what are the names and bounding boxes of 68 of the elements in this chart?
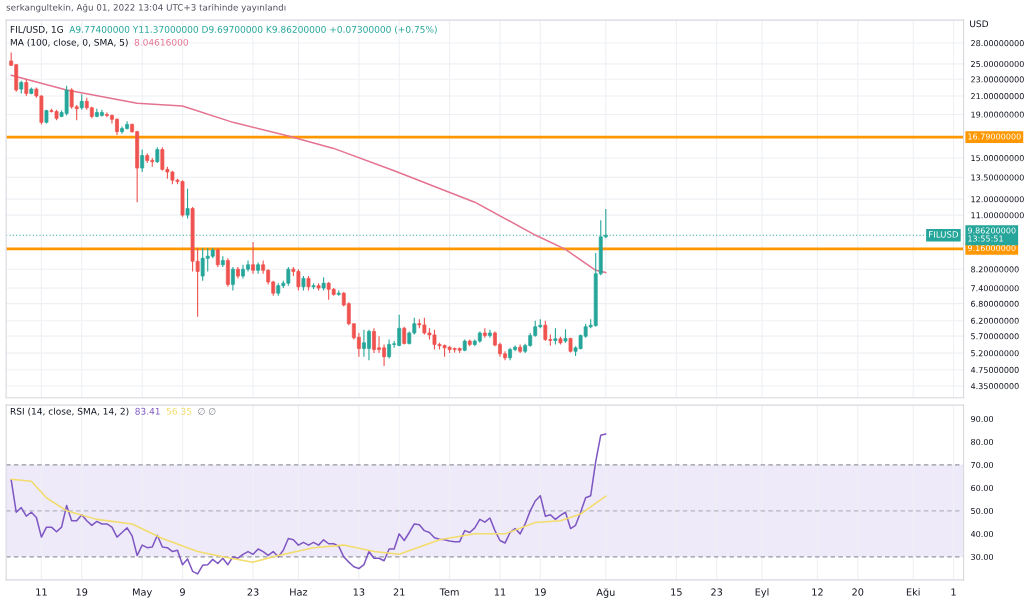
annotation: 8.04616000 [134, 38, 188, 46]
y-tick-label: 30.00 [971, 553, 994, 561]
x-tick-label: 15 [671, 588, 682, 596]
y-tick-label: 25.00000000 [971, 60, 1024, 68]
annotation: MA (100, close, 0, SMA, 5) [10, 38, 128, 47]
y-tick-label: 40.00 [970, 530, 994, 538]
x-tick-label: Haz [290, 588, 308, 596]
y-tick-label: 7.40000000 [971, 285, 1019, 292]
x-tick-label: 21 [393, 588, 405, 596]
y-tick-label: 6.20000000 [971, 317, 1019, 324]
x-tick-label: Tem [439, 588, 459, 596]
ref-line-label: 16.79000000 [968, 133, 1021, 140]
x-tick-label: 1 [951, 588, 956, 596]
y-tick-label: 80.00 [971, 438, 994, 446]
y-tick-label: 28.00000000 [971, 40, 1024, 47]
y-tick-label: 60.00 [971, 484, 994, 492]
annotation: 56.35 [166, 407, 192, 415]
x-tick-label: 20 [852, 588, 864, 596]
candlestick [387, 338, 392, 360]
ref-line-label: 9.86200000 13:55:51 [967, 227, 1016, 242]
candlestick [482, 327, 487, 339]
line-series [10, 433, 607, 575]
candlestick [225, 257, 230, 288]
candlestick [140, 149, 145, 173]
y-tick-label: 13.50000000 [971, 174, 1024, 181]
chart-title: RSI (14, close, SMA, 14, 2) [10, 407, 129, 416]
x-tick-label: Eyl [755, 588, 769, 598]
x-tick-label: Eki [906, 588, 920, 596]
y-tick-label: 50.00 [971, 507, 994, 515]
annotation: A9.77400000 Y11.37000000 D9.69700000 K9.86200000 +0.07300000 (+0.75%) [69, 25, 437, 34]
text: serkangultekin, Ağu 01, 2022 13:04 UTC+3 tarihinde yayınlandı [6, 3, 286, 13]
x-tick-label: Ağu [596, 588, 615, 598]
y-tick-label: 15.00000000 [971, 155, 1024, 162]
annotation: FILUSD [929, 231, 959, 238]
x-tick-label: 23 [247, 588, 259, 596]
y-tick-label: 19.00000000 [971, 111, 1024, 118]
y-tick-label: 12.00000000 [971, 196, 1024, 203]
x-tick-label: 19 [76, 588, 88, 596]
y-tick-label: 90.00 [971, 415, 994, 423]
y-tick-label: 4.35000000 [970, 383, 1019, 390]
x-tick-label: 19 [535, 588, 546, 596]
candlestick [185, 188, 190, 220]
y-tick-label: 70.00 [971, 461, 994, 469]
x-tick-label: 12 [812, 588, 823, 596]
y-tick-label: 6.80000000 [971, 300, 1019, 307]
y-tick-label: 23.00000000 [971, 76, 1024, 83]
x-tick-label: 13 [353, 588, 365, 596]
y-tick-label: 21.00000000 [971, 93, 1024, 100]
annotation: 83.41 [135, 407, 160, 415]
line-series [10, 74, 607, 274]
y-tick-label: 8.20000000 [971, 266, 1019, 273]
annotation: ∅ ∅ [198, 408, 216, 415]
candlestick [215, 247, 220, 268]
candlestick [251, 241, 255, 275]
y-tick-label: 4.75000000 [970, 366, 1019, 373]
ref-line-label: 9.16000000 [967, 245, 1016, 252]
text: FIL/USD, 1G [10, 25, 63, 34]
y-tick-label: 5.70000000 [971, 333, 1019, 340]
y-tick-label: 11.00000000 [971, 212, 1024, 219]
x-tick-label: 11 [36, 588, 47, 596]
x-tick-label: 23 [711, 588, 723, 596]
x-tick-label: May [133, 588, 152, 598]
y-axis-title: USD [970, 20, 989, 28]
x-tick-label: 11 [494, 588, 506, 596]
x-tick-label: 9 [180, 588, 185, 596]
candlestick [230, 266, 235, 292]
line-series [10, 478, 607, 563]
y-tick-label: 5.20000000 [971, 350, 1019, 357]
